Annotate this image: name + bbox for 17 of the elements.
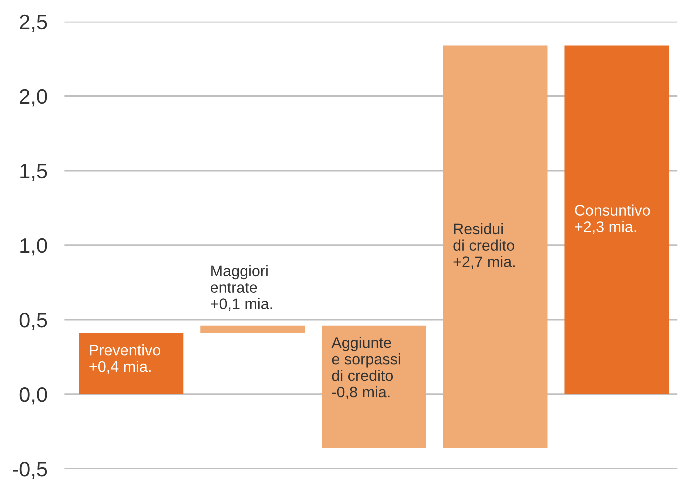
y-tick-label: 1,5 (20, 164, 48, 182)
bar (200, 326, 305, 334)
y-tick-label: 2,0 (20, 89, 48, 107)
y-tick-label: -0,5 (13, 462, 48, 480)
y-tick-label: 0,0 (20, 387, 48, 405)
data-label: Consuntivo +2,3 mia. (575, 204, 650, 234)
data-label: Residui di credito +2,7 mia. (454, 223, 515, 270)
bar (322, 326, 426, 448)
y-tick-label: 0,5 (20, 312, 48, 330)
data-label: Aggiunte e sorpassi di credito -0,8 mia. (332, 337, 400, 400)
data-label: Preventivo +0,4 mia. (90, 344, 161, 374)
bar (564, 46, 670, 394)
bar (443, 46, 548, 448)
y-tick-label: 2,5 (20, 14, 48, 32)
y-tick-label: 1,0 (20, 238, 48, 256)
data-label: Maggiori entrate +0,1 mia. (210, 265, 272, 312)
bar (79, 333, 184, 394)
